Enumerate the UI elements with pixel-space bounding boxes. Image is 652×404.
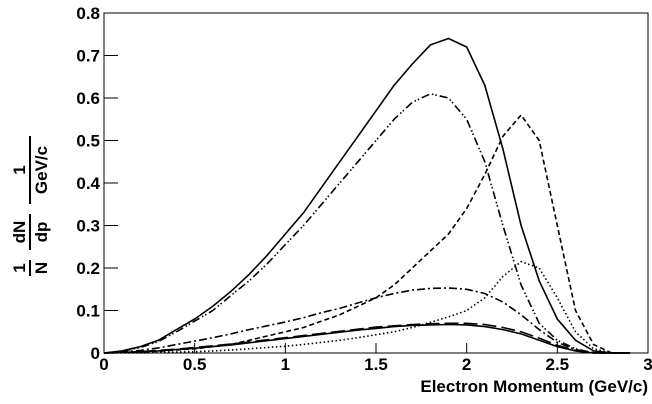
series-line [103,113,630,354]
x-tick-label: 2.5 [546,355,570,374]
y-title-part: dp [32,222,51,243]
series-line [103,323,630,354]
y-title-part: GeV/c [32,146,51,194]
x-axis-title: Electron Momentum (GeV/c) [420,377,648,396]
y-axis-title: 1 N dN dp 1 GeV/c [10,136,51,276]
x-tick-label: 2 [462,355,471,374]
y-tick-label: 0.7 [76,47,100,66]
y-title-part: N [32,262,51,274]
y-title-part: 1 [10,165,29,174]
y-tick-label: 0.4 [76,174,100,193]
y-tick-label: 0.1 [76,302,100,321]
y-title-part: dN [10,221,29,244]
y-tick-label: 0.6 [76,89,100,108]
y-tick-label: 0.3 [76,217,100,236]
x-tick-label: 0 [99,355,108,374]
series-line [103,37,630,354]
series-line [103,287,630,354]
x-tick-label: 1.5 [364,355,388,374]
plot-frame [103,12,649,354]
y-title-part: 1 [10,263,29,272]
y-tick-label: 0.5 [76,132,100,151]
y-tick-label: 0 [91,344,100,363]
y-tick-label: 0.8 [76,4,100,23]
y-tick-label: 0.2 [76,259,100,278]
x-tick-label: 1 [281,355,290,374]
series-line [103,92,630,354]
x-tick-label: 0.5 [183,355,207,374]
x-tick-label: 3 [643,355,652,374]
